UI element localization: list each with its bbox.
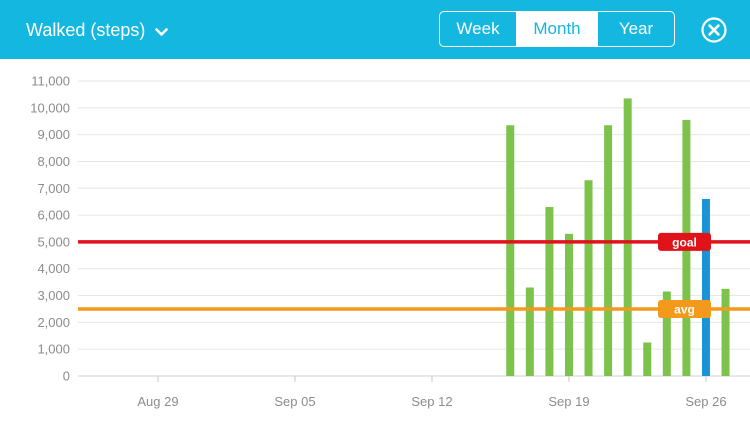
range-segmented-control: Week Month Year: [439, 11, 675, 47]
y-tick-label: 11,000: [31, 74, 70, 89]
y-tick-label: 9,000: [37, 127, 70, 142]
goal-tag: [658, 232, 711, 251]
x-tick-label: Aug 29: [137, 394, 178, 409]
y-tick-label: 2,000: [37, 315, 70, 330]
avg-tag-label: avg: [674, 302, 695, 316]
bar[interactable]: [564, 233, 573, 376]
y-tick-label: 1,000: [37, 342, 70, 357]
bar[interactable]: [584, 180, 593, 376]
goal-tag-label: goal: [672, 235, 697, 249]
bar[interactable]: [506, 125, 515, 376]
tab-week[interactable]: Week: [440, 12, 517, 46]
bar[interactable]: [525, 287, 534, 377]
chart-header: Walked (steps) Week Month Year: [0, 0, 750, 59]
y-tick-label: 3,000: [37, 288, 70, 303]
x-tick-label: Sep 12: [411, 394, 452, 409]
x-tick-label: Sep 19: [548, 394, 589, 409]
bar[interactable]: [604, 125, 613, 376]
tab-year[interactable]: Year: [618, 19, 654, 38]
x-tick-label: Sep 05: [274, 394, 315, 409]
metric-title: Walked (steps): [26, 19, 146, 40]
bar[interactable]: [545, 207, 554, 376]
chevron-down-icon: [155, 27, 169, 36]
y-tick-label: 0: [63, 369, 70, 384]
bar[interactable]: [623, 98, 632, 376]
y-tick-label: 5,000: [37, 234, 70, 249]
bar[interactable]: [701, 199, 710, 376]
bar[interactable]: [662, 291, 671, 376]
x-tick-label: Sep 26: [685, 394, 726, 409]
avg-tag: [658, 299, 711, 318]
metric-dropdown[interactable]: Walked (steps): [26, 17, 169, 43]
y-tick-label: 4,000: [37, 261, 70, 276]
bar[interactable]: [643, 342, 652, 376]
steps-chart: 0 1,000 2,000 3,000 4,000 5,000 6,000 7,000 8,00…: [30, 74, 750, 409]
y-tick-label: 6,000: [37, 208, 70, 223]
close-icon[interactable]: [701, 17, 727, 43]
y-tick-label: 7,000: [37, 181, 70, 196]
y-tick-label: 10,000: [30, 100, 70, 115]
y-tick-label: 8,000: [37, 154, 70, 169]
tab-month[interactable]: Month: [517, 12, 598, 46]
bar[interactable]: [721, 288, 730, 376]
